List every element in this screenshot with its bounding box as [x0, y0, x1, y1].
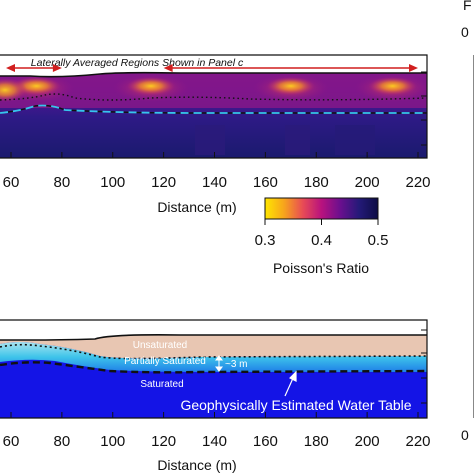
zone-label-unsaturated: Unsaturated: [133, 340, 187, 351]
lower-frame: [0, 319, 428, 419]
thickness-label: ~3 m: [225, 359, 248, 370]
upper-x-tick-label-0: 60: [3, 174, 20, 191]
upper-x-axis: 60 80 100 120 140 160 180 200 220: [3, 152, 431, 191]
lower-x-tick-label-8: 220: [405, 433, 430, 450]
edge-number-bottom: 0: [461, 427, 469, 443]
zone-label-saturated: Saturated: [140, 379, 183, 390]
lower-x-tick-label-3: 120: [151, 433, 176, 450]
upper-x-tick-label-2: 100: [100, 174, 125, 191]
upper-x-tick-label-5: 160: [253, 174, 278, 191]
heatmap-bright-zones: [0, 74, 427, 102]
water-table-arrow: [284, 370, 297, 397]
colorbar-ticks: 0.3 0.4 0.5: [255, 219, 389, 249]
annotation-arrows: [6, 64, 418, 72]
partially-saturated-zone: [0, 342, 427, 372]
upper-x-axis-label: Distance (m): [157, 199, 236, 215]
dotted-boundary-line: [0, 93, 427, 101]
upper-x-tick-label-7: 200: [355, 174, 380, 191]
lower-x-tick-label-4: 140: [202, 433, 227, 450]
upper-x-tick-label-3: 120: [151, 174, 176, 191]
colorbar-tick-label-1: 0.4: [311, 232, 332, 249]
colorbar-label: Poisson's Ratio: [273, 260, 369, 276]
edge-number-top: 0: [461, 24, 469, 40]
upper-right-ticks: [421, 71, 427, 146]
upper-x-tick-label-1: 80: [54, 174, 71, 191]
partial-top-line: [0, 343, 427, 360]
annotation-background: [20, 56, 260, 68]
lower-x-tick-label-5: 160: [253, 433, 278, 450]
colorbar: 0.3 0.4 0.5 Poisson's Ratio: [255, 197, 389, 276]
upper-panel: Laterally Averaged Regions Shown in Pane…: [0, 54, 431, 215]
right-edge-fragment: F 0 0: [461, 0, 474, 443]
lower-x-tick-label-6: 180: [304, 433, 329, 450]
annotation-text: Laterally Averaged Regions Shown in Pane…: [31, 57, 244, 69]
annotation-arrow-0: [6, 64, 62, 72]
lower-x-tick-label-0: 60: [3, 433, 20, 450]
upper-x-tick-label-8: 220: [405, 174, 430, 191]
zone-field: [0, 320, 427, 418]
colorbar-bar: [264, 197, 379, 220]
annotation-arrow-1: [163, 64, 418, 72]
water-table-solid-line: [0, 104, 427, 114]
water-table-label: Geophysically Estimated Water Table: [180, 397, 411, 413]
heatmap-field: [0, 55, 427, 158]
colorbar-tick-label-2: 0.5: [368, 232, 389, 249]
lower-x-tick-label-2: 100: [100, 433, 125, 450]
thickness-indicator: [215, 355, 223, 372]
lower-x-axis-label: Distance (m): [157, 457, 236, 473]
lower-panel: Unsaturated Partially Saturated Saturate…: [0, 319, 431, 473]
upper-x-tick-label-4: 140: [202, 174, 227, 191]
water-table-line: [0, 361, 427, 374]
edge-letter: F: [463, 0, 472, 13]
heatmap-bright-zone-1: [126, 77, 175, 95]
heatmap-bright-zone-2: [266, 77, 315, 95]
zone-label-partially-saturated: Partially Saturated: [124, 356, 206, 367]
lower-right-ticks: [421, 329, 427, 404]
heatmap-bright-zone-3: [368, 77, 417, 95]
colorbar-tick-label-0: 0.3: [255, 232, 276, 249]
upper-x-tick-label-6: 180: [304, 174, 329, 191]
ground-surface-line-lower: [0, 334, 427, 341]
lower-x-tick-label-7: 200: [355, 433, 380, 450]
heatmap-bright-zone-edge: [0, 78, 27, 102]
lower-x-tick-label-1: 80: [54, 433, 71, 450]
lower-x-axis: 60 80 100 120 140 160 180 200 220: [3, 412, 431, 450]
ground-surface-line: [0, 71, 427, 78]
upper-frame: [0, 54, 428, 159]
